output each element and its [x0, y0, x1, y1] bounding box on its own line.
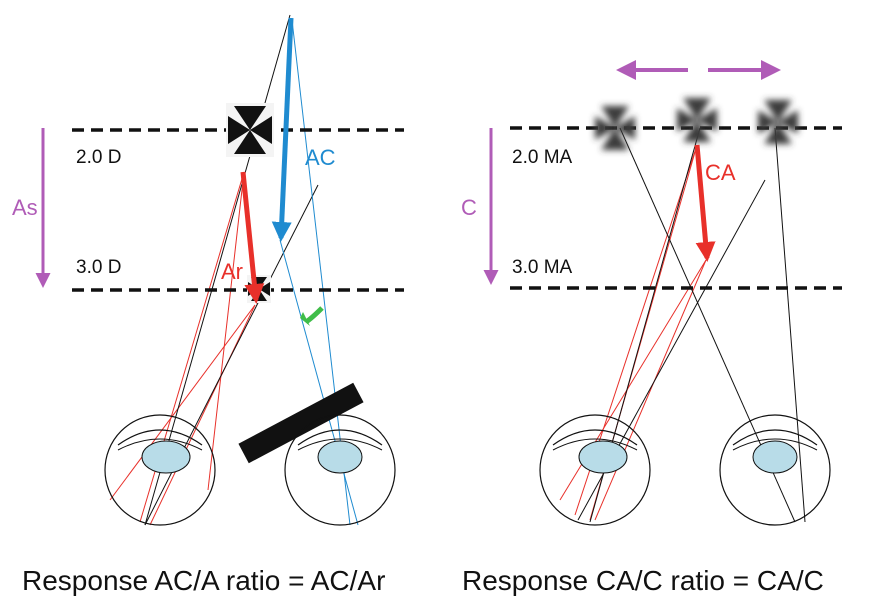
left-panel: As 2.0 D 3.0 D AC Ar Respons: [12, 14, 404, 596]
ca-label: CA: [705, 160, 736, 185]
as-label: As: [12, 195, 38, 220]
right-near-label: 2.0 MA: [512, 147, 573, 168]
ac-label: AC: [305, 145, 336, 170]
left-near-label: 2.0 D: [76, 147, 121, 168]
right-far-label: 3.0 MA: [512, 257, 573, 278]
right-caption: Response CA/C ratio = CA/C: [462, 565, 824, 596]
c-label: C: [461, 195, 477, 220]
blurred-target-1-icon: [595, 106, 635, 150]
ar-label: Ar: [221, 259, 243, 284]
left-eye-2-icon: [284, 414, 396, 526]
left-far-target-icon: [247, 275, 271, 303]
blurred-target-3-icon: [758, 100, 798, 144]
left-far-label: 3.0 D: [76, 257, 121, 278]
occluder-bar: [238, 382, 364, 464]
ar-arrow: [240, 171, 265, 304]
ac-arrow: [271, 17, 294, 242]
right-panel: C 2.0 MA 3.0 MA CA Response CA/C ratio =…: [461, 60, 842, 596]
ca-arrow: [694, 144, 716, 262]
green-rotation-arrow-icon: [300, 306, 324, 326]
left-caption: Response AC/A ratio = AC/Ar: [22, 565, 385, 596]
blurred-targets: [595, 98, 798, 150]
left-near-target-icon: [226, 103, 274, 157]
left-eye-1-icon: [104, 414, 216, 526]
right-eye-2-icon: [719, 414, 831, 526]
blurred-target-2-icon: [677, 98, 717, 142]
right-eye-1-icon: [539, 414, 651, 526]
